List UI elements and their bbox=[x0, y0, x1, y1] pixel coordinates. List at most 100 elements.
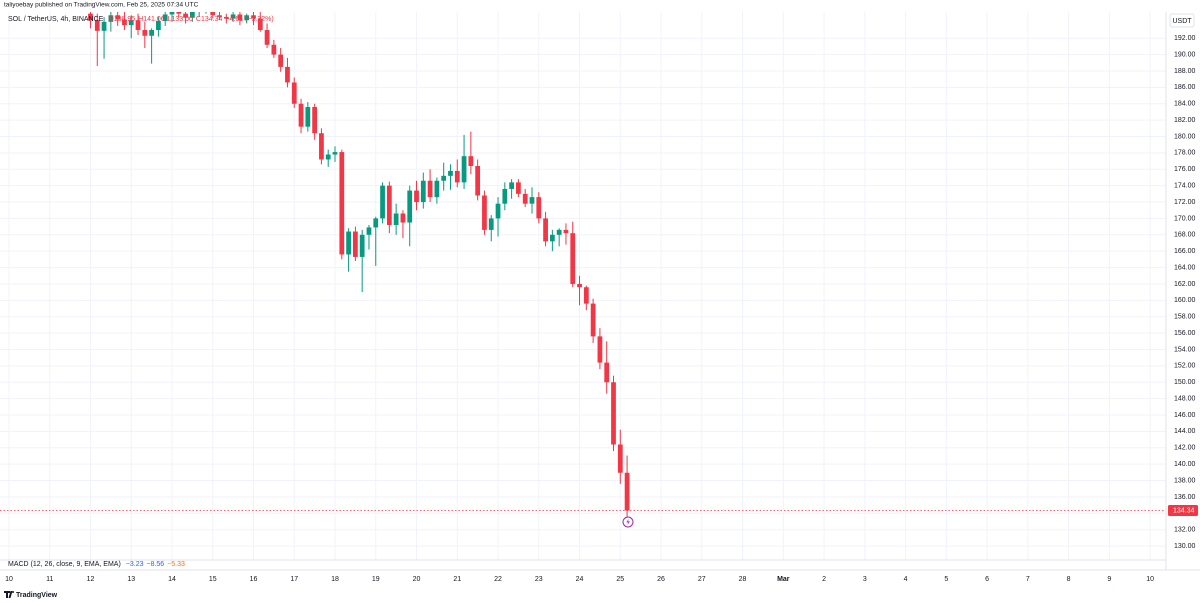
x-tick-label: 19 bbox=[372, 576, 380, 583]
x-tick-label: 7 bbox=[1026, 576, 1030, 583]
y-tick-label: 150.00 bbox=[1174, 379, 1196, 386]
candle-body bbox=[516, 182, 521, 194]
y-tick-label: 184.00 bbox=[1174, 101, 1196, 108]
candles bbox=[0, 12, 1166, 522]
last-price-label: 134.34 bbox=[1173, 507, 1195, 514]
indicator-legend: MACD (12, 26, close, 9, EMA, EMA) −3.23−… bbox=[8, 561, 185, 568]
y-tick-label: 146.00 bbox=[1174, 412, 1196, 419]
axes: 130.00132.00134.00136.00138.00140.00142.… bbox=[5, 35, 1198, 583]
y-tick-label: 188.00 bbox=[1174, 68, 1196, 75]
candle-body bbox=[536, 197, 542, 219]
candle-body bbox=[325, 154, 331, 160]
candle-body bbox=[583, 287, 589, 304]
candle-body bbox=[149, 30, 154, 36]
legend-value: O138.95 bbox=[108, 16, 135, 23]
candle-body bbox=[183, 13, 188, 18]
y-tick-label: 130.00 bbox=[1174, 543, 1196, 550]
x-tick-label: 11 bbox=[46, 576, 53, 583]
candle-body bbox=[366, 227, 372, 235]
candle-body bbox=[495, 203, 501, 219]
candle-body bbox=[108, 15, 114, 22]
candle-body bbox=[264, 30, 270, 45]
x-tick-label: 4 bbox=[904, 576, 908, 583]
candle-body bbox=[353, 231, 358, 257]
publisher-line: taliyoebay published on TradingView.com,… bbox=[4, 2, 199, 9]
candle-body bbox=[563, 229, 569, 234]
legend-value: −4.61 (−3.32%) bbox=[225, 16, 273, 23]
candle-body bbox=[393, 213, 399, 225]
x-tick-label: 28 bbox=[739, 576, 747, 583]
x-tick-label: 20 bbox=[413, 576, 421, 583]
currency: USDT bbox=[1172, 18, 1192, 25]
legend-value: L133.00 bbox=[168, 16, 193, 23]
candle-body bbox=[319, 133, 324, 160]
candle-body bbox=[427, 180, 433, 198]
candle-body bbox=[604, 362, 610, 383]
x-tick-label: 12 bbox=[87, 576, 95, 583]
legend-value: H141.06 bbox=[138, 16, 165, 23]
y-tick-label: 190.00 bbox=[1174, 51, 1196, 58]
candle-body bbox=[210, 12, 216, 16]
candle-body bbox=[169, 12, 175, 15]
candle-body bbox=[624, 472, 630, 511]
candle-body bbox=[94, 20, 100, 31]
x-tick-label: 27 bbox=[698, 576, 706, 583]
y-tick-label: 142.00 bbox=[1174, 445, 1196, 452]
candle-body bbox=[420, 180, 426, 203]
x-tick-label: 18 bbox=[331, 576, 339, 583]
y-tick-label: 170.00 bbox=[1174, 215, 1196, 222]
y-tick-label: 174.00 bbox=[1174, 182, 1196, 189]
candle-body bbox=[162, 14, 168, 22]
y-tick-label: 186.00 bbox=[1174, 84, 1196, 91]
x-tick-label: 3 bbox=[863, 576, 867, 583]
x-tick-label: 25 bbox=[616, 576, 624, 583]
candle-body bbox=[522, 193, 528, 204]
candle-body bbox=[407, 190, 413, 223]
candle-body bbox=[482, 195, 487, 230]
candle-body bbox=[217, 15, 222, 17]
brand-name: TradingView bbox=[16, 592, 58, 599]
candle-body bbox=[529, 197, 535, 204]
indicator-value: −3.23 bbox=[126, 561, 144, 568]
x-tick-label: 22 bbox=[494, 576, 502, 583]
legend-values: O138.95 H141.06 L133.00 C134.34 −4.61 (−3.32… bbox=[108, 16, 273, 23]
candle-body bbox=[251, 15, 256, 19]
y-tick-label: 162.00 bbox=[1174, 281, 1196, 288]
y-tick-label: 164.00 bbox=[1174, 264, 1196, 271]
x-tick-label: 15 bbox=[209, 576, 217, 583]
indicator-name: MACD (12, 26, close, 9, EMA, EMA) bbox=[8, 561, 121, 568]
candle-body bbox=[590, 303, 596, 337]
grid bbox=[0, 12, 1166, 560]
candle-body bbox=[373, 218, 379, 228]
x-tick-label: 8 bbox=[1067, 576, 1071, 583]
y-tick-label: 192.00 bbox=[1174, 35, 1196, 42]
x-tick-label: 21 bbox=[453, 576, 461, 583]
symbol: SOL / TetherUS, 4h, BINANCE bbox=[8, 16, 104, 23]
x-tick-label: 6 bbox=[985, 576, 989, 583]
y-tick-label: 144.00 bbox=[1174, 428, 1196, 435]
x-tick-label: 24 bbox=[576, 576, 584, 583]
candle-body bbox=[509, 182, 514, 189]
candle-body bbox=[549, 234, 555, 242]
x-tick-label: 23 bbox=[535, 576, 543, 583]
candle-body bbox=[312, 107, 318, 134]
indicator-value: −8.56 bbox=[146, 561, 164, 568]
candle-body bbox=[122, 19, 127, 26]
y-tick-label: 180.00 bbox=[1174, 133, 1196, 140]
candle-body bbox=[291, 82, 297, 104]
event-icon bbox=[622, 516, 634, 528]
candle-body bbox=[556, 229, 562, 235]
candle-body bbox=[448, 170, 453, 176]
legend: SOL / TetherUS, 4h, BINANCE O138.95 H141.… bbox=[8, 16, 274, 23]
last-price-box bbox=[1168, 505, 1198, 517]
candle-body bbox=[271, 44, 277, 55]
candle-body bbox=[115, 15, 121, 20]
candle-body bbox=[305, 107, 311, 127]
candle-body bbox=[285, 66, 290, 83]
y-tick-label: 140.00 bbox=[1174, 461, 1196, 468]
currency-box bbox=[1169, 13, 1195, 28]
x-tick-label: 9 bbox=[1107, 576, 1111, 583]
y-tick-label: 136.00 bbox=[1174, 494, 1196, 501]
